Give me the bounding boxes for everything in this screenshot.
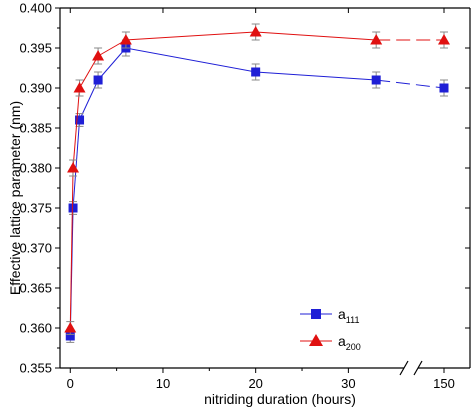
x-tick-label: 150 [433,376,455,391]
y-tick-label: 0.380 [19,161,52,176]
data-point-square [371,75,381,85]
data-point-square [93,75,103,85]
x-axis-title: nitriding duration (hours) [204,391,356,407]
data-point-triangle [249,26,262,37]
x-tick-label: 20 [248,376,262,391]
y-tick-label: 0.365 [19,281,52,296]
legend-label-main: a [338,306,346,322]
legend-label-subscript: 200 [346,342,361,352]
legend-label: a200 [338,333,361,352]
series-line-segment [72,87,81,169]
axis-break-mark [399,360,409,376]
legend-marker-square [311,309,321,319]
x-tick-label: 10 [156,376,170,391]
y-tick-label: 0.390 [19,81,52,96]
x-tick-label: 30 [341,376,355,391]
series-line-segment [79,55,99,89]
y-tick-label: 0.370 [19,241,52,256]
data-point-square [65,331,75,341]
series-line-segment [69,167,74,329]
series-line-segment [376,79,445,89]
x-tick-label: 0 [67,376,74,391]
y-tick-label: 0.400 [19,1,52,16]
series-line-segment [97,47,127,81]
series-line-segment [255,71,377,81]
data-point-triangle [73,82,86,93]
y-tick-label: 0.360 [19,321,52,336]
legend-label: a111 [338,306,359,325]
data-point-square [68,203,78,213]
data-point-triangle [64,322,77,333]
axis-break-mark [413,360,423,376]
series-line-segment [255,31,377,41]
y-tick-label: 0.355 [19,361,52,376]
data-point-square [251,67,261,77]
data-point-triangle [119,34,132,45]
series-line-segment [72,119,81,209]
data-point-square [439,83,449,93]
data-point-square [75,115,85,125]
y-tick-label: 0.375 [19,201,52,216]
series-line-segment [125,31,256,41]
data-point-triangle [370,34,383,45]
series-line-segment [125,47,256,73]
y-tick-label: 0.385 [19,121,52,136]
legend-marker-triangle [309,334,323,346]
data-point-triangle [67,162,80,173]
data-point-triangle [438,34,450,45]
y-axis-title: Effective lattice parameter (nm) [7,101,23,295]
legend-label-main: a [338,333,346,349]
legend-label-subscript: 111 [346,315,360,325]
data-point-triangle [92,50,105,61]
y-tick-label: 0.395 [19,41,52,56]
